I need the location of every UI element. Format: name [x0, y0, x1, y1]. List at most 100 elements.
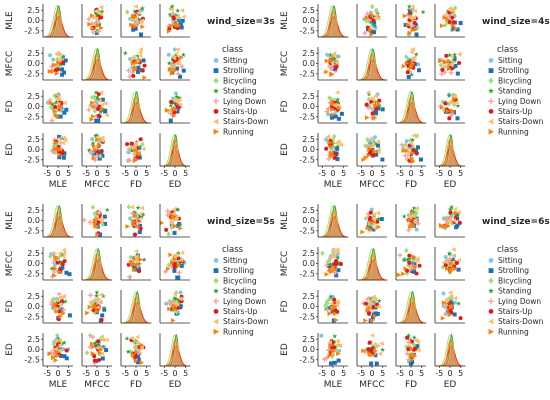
point-stairs-up — [367, 311, 372, 316]
point-standing — [411, 334, 417, 340]
x-axis-label: ED — [444, 180, 457, 190]
point-stairs-down — [376, 304, 381, 309]
point-standing — [328, 303, 334, 308]
point-strolling — [61, 155, 66, 160]
point-lying-down — [364, 11, 370, 17]
x-tick-label: 5 — [66, 369, 71, 378]
point-stairs-down — [170, 211, 176, 216]
point-stairs-down — [449, 54, 454, 59]
x-tick-label: 5 — [419, 369, 424, 378]
point-standing — [137, 67, 143, 73]
point-running — [176, 263, 182, 268]
point-stairs-down — [99, 334, 105, 340]
point-standing — [125, 349, 131, 354]
point-running — [91, 143, 97, 149]
legend-label: Lying Down — [498, 97, 541, 106]
point-strolling — [103, 108, 108, 113]
point-lying-down — [88, 150, 94, 156]
point-running — [448, 305, 454, 310]
x-tick-label: 5 — [380, 369, 385, 378]
point-standing — [53, 300, 59, 306]
legend-marker-strolling — [488, 68, 494, 73]
point-stairs-down — [57, 302, 63, 307]
kde-running — [435, 338, 465, 367]
point-stairs-down — [138, 20, 143, 26]
x-tick-label: -5 — [396, 169, 404, 178]
point-sitting — [164, 301, 169, 306]
point-standing — [372, 140, 378, 146]
point-standing — [93, 133, 99, 138]
point-standing — [94, 293, 100, 298]
legend-marker-strolling — [488, 268, 494, 273]
point-stairs-down — [140, 146, 146, 152]
point-bicycling — [411, 341, 416, 348]
cell-MLE-vs-MFCC — [356, 204, 387, 238]
point-lying-down — [362, 30, 368, 36]
point-standing — [411, 205, 417, 211]
point-stairs-down — [136, 10, 141, 15]
point-stairs-up — [60, 60, 65, 65]
point-standing — [90, 140, 96, 146]
point-standing — [62, 298, 68, 304]
point-standing — [336, 100, 342, 106]
point-stairs-up — [447, 116, 452, 121]
point-stairs-down — [57, 348, 63, 354]
point-running — [409, 357, 415, 363]
point-stairs-up — [97, 357, 102, 362]
point-strolling — [131, 264, 136, 269]
point-stairs-up — [179, 299, 184, 304]
point-standing — [368, 141, 373, 147]
x-axis-label: ED — [169, 180, 182, 190]
point-stairs-down — [99, 351, 105, 357]
point-running — [411, 254, 417, 260]
point-standing — [139, 214, 145, 220]
point-running — [55, 114, 61, 119]
legend-label: Running — [498, 127, 529, 136]
point-standing — [124, 335, 130, 341]
point-stairs-down — [373, 93, 378, 99]
point-standing — [446, 93, 452, 98]
point-standing — [331, 339, 337, 345]
x-axis-label: ED — [169, 380, 182, 390]
point-stairs-down — [134, 258, 140, 264]
point-running — [445, 108, 451, 114]
cell-FD-vs-ED — [159, 289, 190, 324]
point-stairs-up — [406, 347, 411, 352]
point-stairs-down — [95, 210, 101, 215]
x-tick-label: -5 — [82, 369, 90, 378]
y-axis-label: MFCC — [280, 251, 290, 277]
point-lying-down — [81, 217, 87, 223]
cell-MLE-vs-MLE: 2.50.0-2.5 MLE — [280, 4, 349, 38]
x-axis-label: MLE — [49, 180, 68, 190]
point-stairs-up — [57, 309, 62, 314]
point-running — [52, 62, 57, 68]
point-running — [329, 269, 335, 275]
point-sitting — [441, 291, 446, 296]
point-standing — [137, 17, 143, 23]
point-lying-down — [448, 70, 454, 76]
point-sitting — [46, 100, 51, 105]
point-running — [95, 224, 100, 229]
point-running — [173, 68, 178, 73]
cell-FD-vs-MLE: 2.50.0-2.5 FD — [5, 90, 73, 124]
y-tick-label: -2.5 — [299, 26, 315, 35]
point-standing — [58, 61, 64, 67]
point-running — [53, 254, 58, 260]
kde-running — [82, 252, 112, 281]
point-standing — [410, 145, 416, 151]
x-tick-label: -5 — [318, 369, 326, 378]
point-stairs-down — [133, 248, 139, 254]
point-running — [131, 222, 136, 227]
point-running — [47, 351, 53, 357]
point-stairs-down — [411, 133, 416, 138]
point-bicycling — [403, 142, 408, 148]
point-lying-down — [56, 291, 62, 297]
point-running — [91, 104, 97, 110]
point-stairs-up — [371, 152, 376, 157]
y-tick-label: 2.5 — [27, 292, 40, 301]
point-strolling — [135, 360, 140, 365]
x-tick-label: 5 — [105, 369, 110, 378]
point-stairs-down — [334, 140, 339, 146]
point-stairs-down — [375, 210, 381, 216]
point-running — [52, 266, 58, 271]
